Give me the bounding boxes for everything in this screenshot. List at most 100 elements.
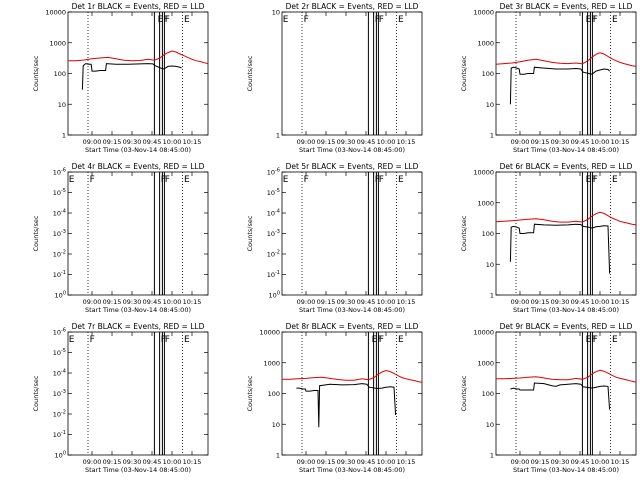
y-tick-label: 100: [55, 291, 66, 300]
y-tick-label: 10-5: [53, 188, 66, 197]
x-tick-label: 09:00: [511, 458, 530, 466]
plot-frame: [495, 11, 637, 136]
x-tick-label: 09:00: [83, 138, 102, 146]
chart-title: Det 3r BLACK = Events, RED = LLD: [500, 2, 633, 11]
chart-title: Det 5r BLACK = Events, RED = LLD: [286, 162, 419, 171]
y-tick-label: 1: [276, 452, 280, 460]
chart-title: Det 7r BLACK = Events, RED = LLD: [72, 322, 205, 331]
x-tick-label: 09:45: [571, 138, 590, 146]
marker-e: E: [69, 335, 75, 345]
x-tick-label: 09:45: [143, 138, 162, 146]
x-tick-label: 10:00: [163, 458, 182, 466]
marker-f: F: [377, 335, 382, 345]
x-tick-label: 10:00: [163, 138, 182, 146]
x-tick-label: 10:00: [591, 458, 610, 466]
y-tick-label: 1000: [477, 359, 494, 367]
marker-f: F: [90, 335, 95, 345]
marker-e: E: [586, 15, 592, 25]
x-tick-label: 09:00: [511, 138, 530, 146]
y-axis-label: Counts/sec: [460, 55, 468, 91]
marker-f: F: [161, 175, 166, 185]
x-tick-label: 10:00: [591, 138, 610, 146]
x-tick-label: 09:45: [357, 298, 376, 306]
series-lld-line: [496, 369, 637, 383]
marker-f: F: [593, 15, 598, 25]
marker-e: E: [612, 175, 618, 185]
series-events-line: [81, 63, 182, 90]
x-tick-label: 09:45: [571, 458, 590, 466]
marker-f: F: [304, 175, 309, 185]
x-tick-label: 10:00: [591, 298, 610, 306]
x-tick-label: 10:15: [397, 458, 416, 466]
chart-title: Det 4r BLACK = Events, RED = LLD: [72, 162, 205, 171]
y-tick-label: 10-2: [53, 410, 66, 419]
marker-f: F: [163, 15, 168, 25]
x-axis-label: Start Time (03-Nov-14 08:45:00): [513, 146, 619, 154]
x-tick-label: 09:15: [317, 138, 336, 146]
plot-frame: [281, 331, 423, 456]
x-tick-label: 09:00: [297, 458, 316, 466]
marker-f: F: [591, 335, 596, 345]
plot-frame: [495, 171, 637, 296]
y-tick-label: 10-5: [53, 348, 66, 357]
marker-f: F: [379, 335, 384, 345]
y-axis-label: Counts/sec: [460, 375, 468, 411]
y-tick-label: 10-6: [53, 168, 66, 177]
y-tick-label: 1000: [263, 359, 280, 367]
x-tick-label: 10:15: [397, 138, 416, 146]
y-tick-label: 10: [486, 421, 494, 429]
y-tick-label: 10-5: [267, 188, 280, 197]
x-tick-label: 09:30: [551, 458, 570, 466]
series-lld-line: [282, 369, 423, 383]
x-tick-label: 09:45: [357, 138, 376, 146]
y-tick-label: 100: [482, 390, 494, 398]
plot-frame: [67, 331, 209, 456]
y-tick-label: 1000: [477, 199, 494, 207]
marker-e: E: [69, 175, 75, 185]
x-tick-label: 09:30: [337, 298, 356, 306]
x-tick-label: 10:15: [183, 138, 202, 146]
y-tick-label: 10-6: [267, 168, 280, 177]
marker-f: F: [593, 175, 598, 185]
x-tick-label: 10:00: [163, 298, 182, 306]
x-tick-label: 09:00: [297, 298, 316, 306]
marker-f: F: [161, 335, 166, 345]
plot-frame: [67, 11, 209, 136]
marker-e: E: [612, 15, 618, 25]
y-tick-label: 100: [482, 230, 494, 238]
y-tick-label: 10: [58, 101, 66, 109]
panel-det-7r: Det 7r BLACK = Events, RED = LLD 09:00 09:…: [32, 322, 209, 474]
x-tick-label: 09:00: [83, 458, 102, 466]
x-tick-label: 09:45: [357, 458, 376, 466]
y-tick-label: 1: [276, 132, 280, 140]
marker-f: F: [165, 335, 170, 345]
y-tick-label: 1: [490, 132, 494, 140]
y-tick-label: 10-4: [53, 369, 66, 378]
plot-frame: [281, 11, 423, 136]
y-tick-label: 10-2: [267, 250, 280, 259]
x-tick-label: 09:45: [143, 458, 162, 466]
y-tick-label: 10-1: [267, 270, 280, 279]
series-events-line: [296, 383, 397, 428]
marker-f: F: [379, 175, 384, 185]
chart-title: Det 9r BLACK = Events, RED = LLD: [500, 322, 633, 331]
y-tick-label: 1: [490, 292, 494, 300]
x-tick-label: 10:15: [397, 298, 416, 306]
series-lld-line: [68, 50, 209, 65]
x-tick-label: 09:30: [551, 298, 570, 306]
marker-e: E: [372, 335, 378, 345]
y-tick-label: 100: [269, 291, 280, 300]
x-axis-label: Start Time (03-Nov-14 08:45:00): [299, 146, 405, 154]
x-axis-label: Start Time (03-Nov-14 08:45:00): [85, 466, 191, 474]
marker-e: E: [398, 15, 404, 25]
y-tick-label: 1: [490, 452, 494, 460]
y-axis-label: Counts/sec: [246, 215, 254, 251]
x-tick-label: 09:15: [531, 458, 550, 466]
series-lld-line: [495, 52, 637, 67]
marker-f: F: [165, 15, 170, 25]
x-tick-label: 09:30: [123, 458, 142, 466]
x-tick-label: 10:00: [377, 138, 396, 146]
y-tick-label: 10000: [473, 329, 494, 337]
y-tick-label: 10-4: [53, 209, 66, 218]
